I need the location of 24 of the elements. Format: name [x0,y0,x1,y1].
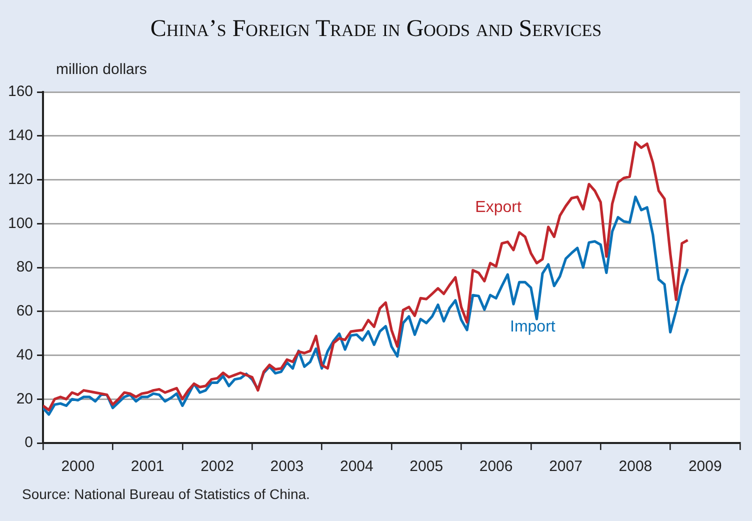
y-tick-label: 80 [16,258,34,276]
x-tick-label: 2004 [340,458,374,476]
chart-title: China’s Foreign Trade in Goods and Services [149,16,603,43]
y-tick-label: 0 [24,434,34,452]
series-label: Export [475,199,522,216]
x-tick-label: 2008 [618,458,652,476]
series-label: Import [510,318,556,336]
x-tick-label: 2007 [549,458,582,476]
x-tick-label: 2003 [270,458,304,476]
y-tick-label: 100 [8,214,34,232]
y-tick-label: 160 [8,83,34,100]
source-note: Source: National Bureau of Statistics of China. [22,486,310,502]
x-tick-label: 2002 [200,458,234,476]
y-tick-label: 60 [16,302,34,320]
y-axis-title: million dollars [56,61,147,78]
y-tick-label: 40 [16,346,34,364]
x-tick-label: 2009 [688,458,722,476]
x-tick-label: 2006 [479,458,513,476]
y-tick-label: 20 [16,390,34,408]
y-tick-label: 140 [8,127,34,144]
x-tick-label: 2000 [61,458,95,476]
x-tick-label: 2001 [130,458,164,476]
x-tick-label: 2005 [410,458,444,476]
y-tick-label: 120 [8,170,34,188]
